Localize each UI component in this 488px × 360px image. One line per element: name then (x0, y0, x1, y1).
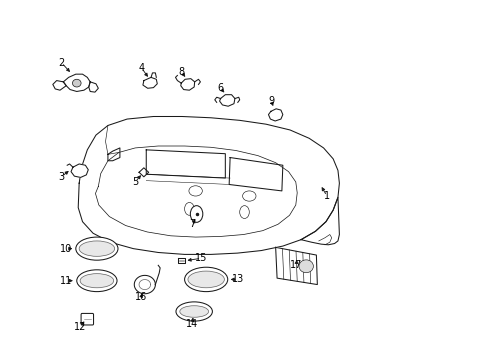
Polygon shape (134, 275, 155, 294)
Ellipse shape (176, 302, 212, 321)
Text: 12: 12 (73, 322, 86, 332)
Text: 5: 5 (132, 177, 138, 187)
Polygon shape (63, 74, 90, 91)
Text: 9: 9 (268, 96, 274, 106)
Ellipse shape (184, 267, 227, 292)
Text: 15: 15 (195, 253, 207, 263)
Ellipse shape (180, 306, 208, 317)
Ellipse shape (188, 186, 202, 196)
Text: 8: 8 (178, 67, 184, 77)
Ellipse shape (187, 271, 224, 288)
Text: 17: 17 (289, 260, 302, 270)
Text: 11: 11 (60, 276, 72, 286)
Polygon shape (146, 150, 225, 178)
Polygon shape (219, 95, 234, 106)
Text: 6: 6 (217, 83, 223, 93)
Polygon shape (268, 109, 282, 121)
Polygon shape (275, 247, 317, 284)
Polygon shape (71, 164, 88, 177)
Polygon shape (108, 148, 120, 161)
Text: 1: 1 (323, 191, 329, 201)
Ellipse shape (79, 241, 114, 256)
FancyBboxPatch shape (81, 314, 93, 325)
Text: 16: 16 (135, 292, 147, 302)
Text: 10: 10 (60, 244, 72, 254)
Circle shape (190, 206, 203, 222)
Text: 2: 2 (58, 58, 64, 68)
Text: 13: 13 (231, 274, 244, 284)
Circle shape (184, 202, 194, 215)
Text: 4: 4 (138, 63, 144, 73)
Ellipse shape (242, 191, 256, 201)
Polygon shape (53, 81, 66, 90)
Polygon shape (78, 117, 339, 255)
Ellipse shape (298, 260, 313, 273)
Polygon shape (178, 258, 184, 264)
Ellipse shape (77, 270, 117, 292)
Polygon shape (151, 73, 156, 77)
Text: 14: 14 (185, 319, 198, 329)
Circle shape (239, 206, 249, 219)
Polygon shape (229, 158, 282, 191)
Polygon shape (142, 77, 157, 88)
Ellipse shape (76, 237, 118, 260)
Polygon shape (301, 197, 339, 245)
Text: 7: 7 (189, 219, 196, 229)
Polygon shape (181, 78, 194, 90)
Ellipse shape (72, 79, 81, 87)
Polygon shape (89, 82, 98, 92)
Text: 3: 3 (58, 172, 64, 182)
Ellipse shape (80, 274, 113, 288)
